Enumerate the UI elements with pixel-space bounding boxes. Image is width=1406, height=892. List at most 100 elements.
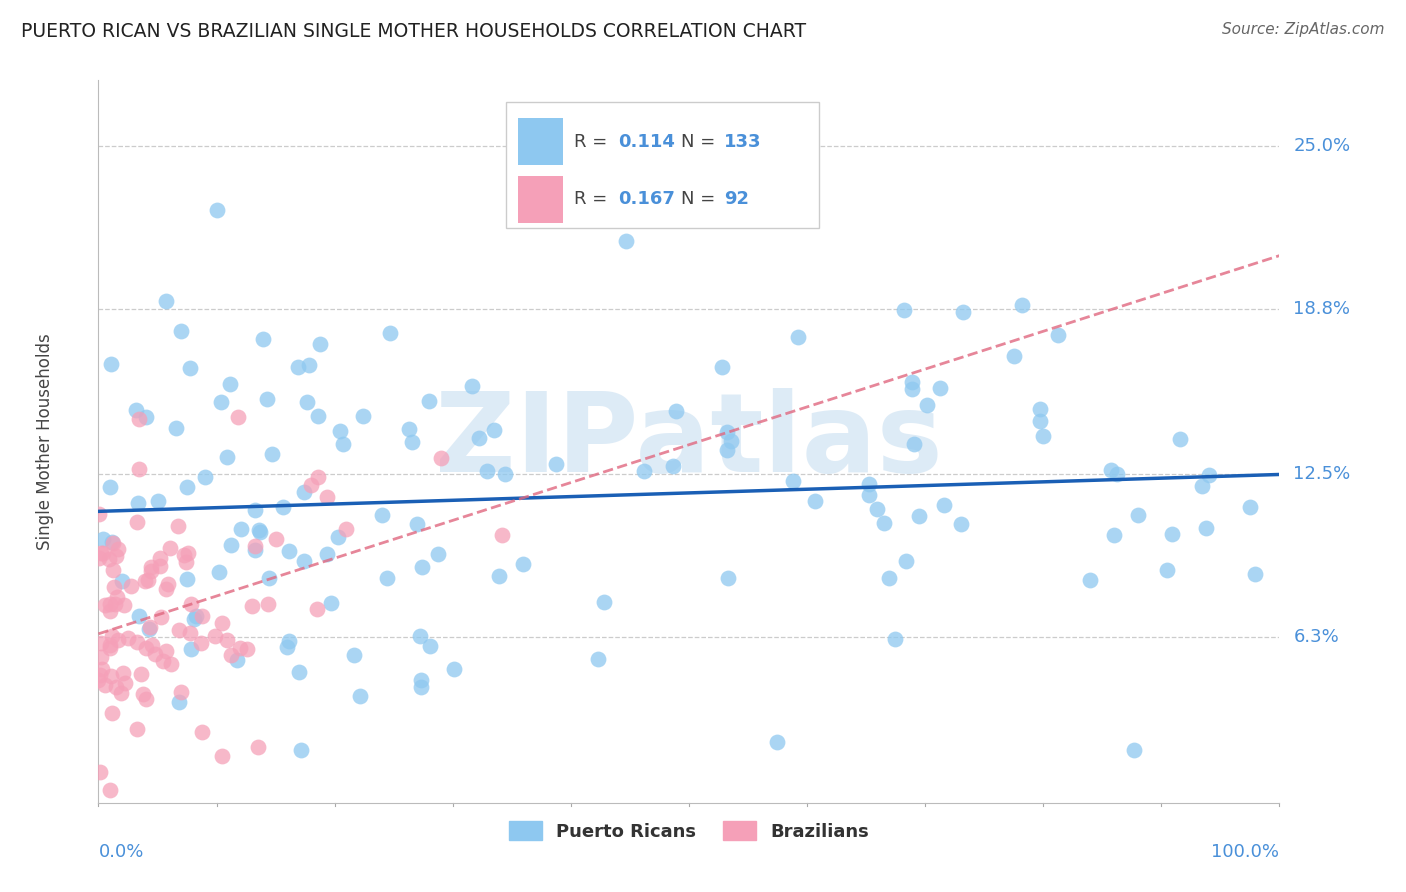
Point bbox=[149, 550, 172, 565]
Point bbox=[184, 609, 207, 624]
Point bbox=[89, 764, 111, 779]
Point bbox=[1011, 298, 1033, 312]
Point bbox=[544, 457, 567, 471]
Point bbox=[873, 516, 896, 531]
Point bbox=[335, 523, 357, 537]
Point bbox=[225, 653, 247, 667]
Point bbox=[134, 691, 156, 706]
Point bbox=[149, 610, 172, 624]
Point bbox=[297, 358, 319, 372]
Point bbox=[418, 393, 440, 408]
Point bbox=[329, 425, 352, 439]
Text: 0.114: 0.114 bbox=[619, 133, 675, 151]
Point bbox=[720, 434, 742, 449]
Text: ZIPatlas: ZIPatlas bbox=[434, 388, 943, 495]
Text: N =: N = bbox=[681, 133, 721, 151]
Point bbox=[292, 485, 315, 500]
Point bbox=[883, 632, 905, 646]
Point bbox=[165, 421, 187, 435]
Point bbox=[98, 480, 121, 494]
Point bbox=[209, 394, 232, 409]
Point bbox=[112, 598, 135, 612]
Point bbox=[110, 685, 132, 699]
Point bbox=[1102, 527, 1125, 541]
Text: 100.0%: 100.0% bbox=[1212, 843, 1279, 861]
Point bbox=[100, 669, 122, 683]
Point bbox=[287, 360, 309, 375]
Point bbox=[125, 515, 148, 529]
Point bbox=[1046, 327, 1069, 342]
Point bbox=[665, 403, 688, 417]
Point bbox=[1002, 349, 1025, 363]
Point bbox=[127, 496, 149, 510]
FancyBboxPatch shape bbox=[517, 176, 562, 223]
Point bbox=[229, 640, 252, 655]
Point bbox=[1198, 467, 1220, 482]
Point bbox=[155, 644, 177, 658]
Point bbox=[716, 425, 738, 439]
Point bbox=[91, 533, 114, 547]
Point bbox=[141, 638, 163, 652]
Point bbox=[782, 474, 804, 488]
Point bbox=[141, 560, 163, 574]
Point bbox=[167, 623, 190, 637]
Point bbox=[128, 462, 150, 476]
Point bbox=[375, 571, 398, 585]
Point bbox=[858, 488, 880, 502]
Point bbox=[290, 743, 312, 757]
Point bbox=[111, 574, 134, 588]
Point bbox=[1239, 500, 1261, 515]
Point bbox=[194, 470, 217, 484]
Point bbox=[101, 706, 124, 721]
Point bbox=[156, 577, 179, 591]
Point bbox=[278, 544, 301, 558]
Point bbox=[411, 560, 433, 574]
Text: 133: 133 bbox=[724, 133, 762, 151]
Point bbox=[512, 557, 534, 571]
Point bbox=[1032, 429, 1054, 443]
Point bbox=[159, 541, 181, 555]
Point bbox=[114, 676, 136, 690]
Point bbox=[104, 597, 127, 611]
Point bbox=[915, 398, 938, 412]
Point bbox=[217, 633, 239, 648]
Point bbox=[349, 689, 371, 703]
Point bbox=[87, 673, 110, 687]
Point bbox=[101, 535, 124, 549]
Text: 0.167: 0.167 bbox=[619, 191, 675, 209]
Point bbox=[1122, 743, 1144, 757]
Point bbox=[229, 522, 252, 536]
Point bbox=[236, 642, 259, 657]
Point bbox=[221, 648, 243, 662]
Point bbox=[107, 542, 129, 557]
Point bbox=[190, 636, 212, 650]
Point bbox=[305, 602, 328, 616]
Point bbox=[97, 552, 120, 566]
Point bbox=[398, 422, 420, 436]
Point bbox=[105, 549, 128, 564]
Point bbox=[89, 668, 111, 682]
Point bbox=[877, 570, 900, 584]
Point bbox=[271, 500, 294, 515]
Point bbox=[125, 403, 148, 417]
Point bbox=[586, 651, 609, 665]
Point bbox=[787, 330, 810, 344]
Point bbox=[190, 608, 212, 623]
Point bbox=[257, 571, 280, 585]
Point bbox=[1156, 563, 1178, 577]
Text: PUERTO RICAN VS BRAZILIAN SINGLE MOTHER HOUSEHOLDS CORRELATION CHART: PUERTO RICAN VS BRAZILIAN SINGLE MOTHER … bbox=[21, 22, 806, 41]
Point bbox=[135, 641, 157, 656]
Point bbox=[243, 539, 266, 553]
Point bbox=[240, 599, 263, 614]
Point bbox=[90, 650, 112, 665]
Point bbox=[129, 667, 152, 681]
Text: 6.3%: 6.3% bbox=[1294, 628, 1339, 647]
Point bbox=[226, 409, 249, 424]
Point bbox=[1078, 573, 1101, 587]
Point bbox=[155, 582, 177, 596]
Text: Source: ZipAtlas.com: Source: ZipAtlas.com bbox=[1222, 22, 1385, 37]
Point bbox=[950, 516, 973, 531]
Point bbox=[287, 665, 309, 680]
Point bbox=[177, 546, 200, 560]
Point bbox=[90, 636, 112, 650]
